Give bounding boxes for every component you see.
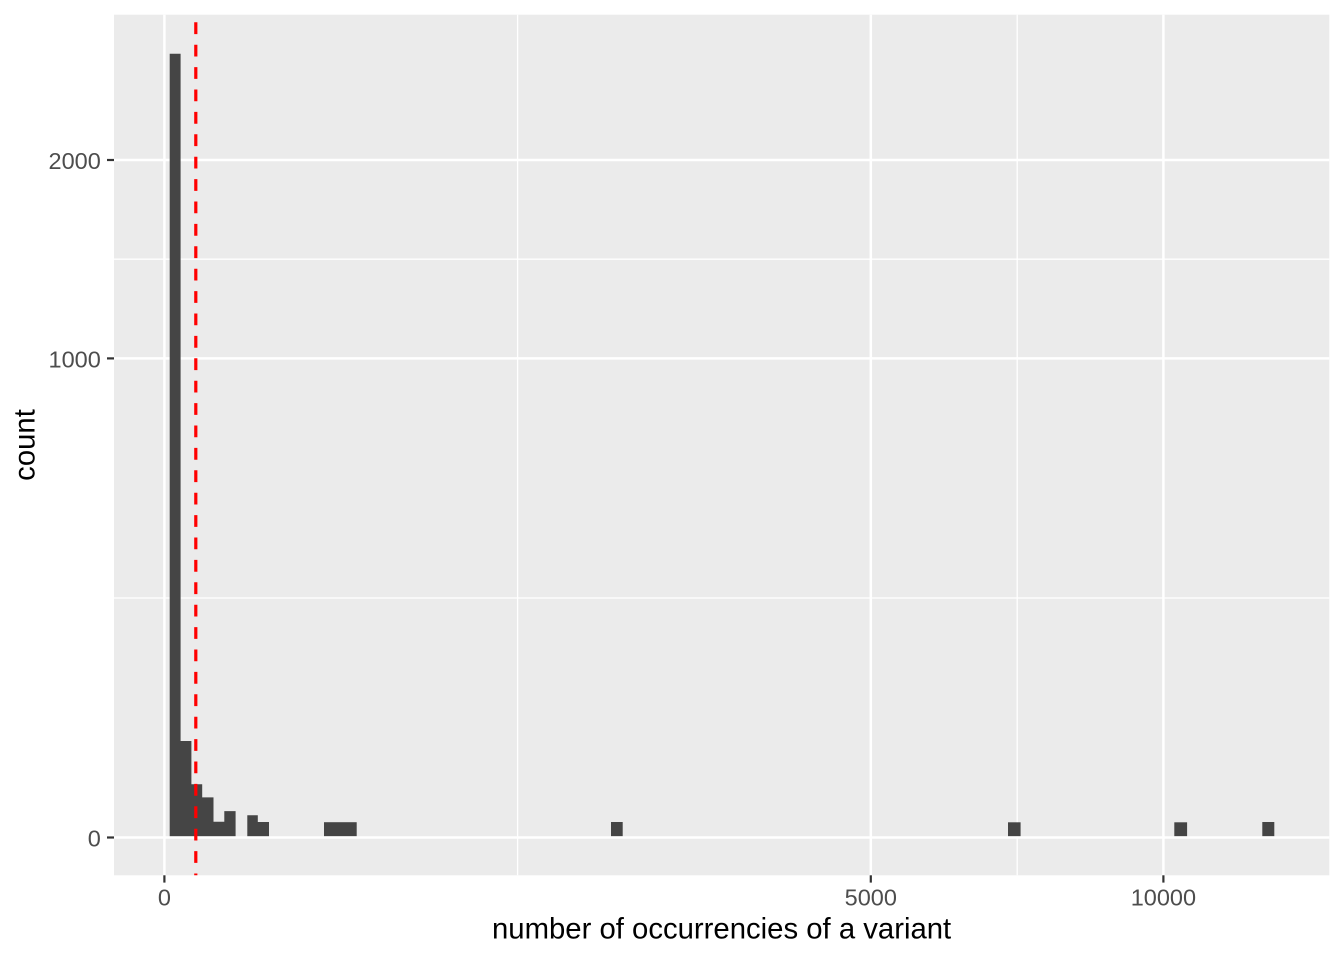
svg-text:0: 0 bbox=[88, 825, 101, 851]
svg-text:10000: 10000 bbox=[1131, 885, 1196, 911]
svg-text:5000: 5000 bbox=[845, 885, 897, 911]
svg-text:count: count bbox=[9, 409, 42, 481]
svg-text:0: 0 bbox=[158, 885, 171, 911]
svg-text:2000: 2000 bbox=[49, 148, 101, 174]
svg-text:1000: 1000 bbox=[49, 346, 101, 372]
svg-text:number of occurrencies of a va: number of occurrencies of a variant bbox=[492, 913, 951, 946]
